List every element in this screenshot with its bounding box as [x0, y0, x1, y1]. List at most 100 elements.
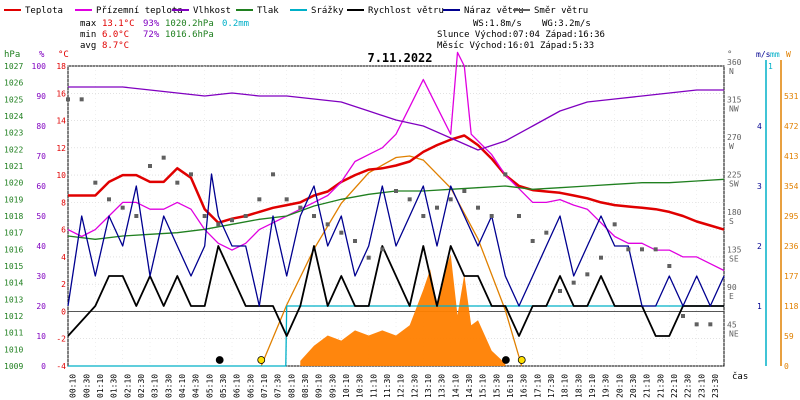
x-tick-label: 19:10: [588, 374, 597, 398]
x-tick-label: 06:10: [233, 374, 242, 398]
tick-ms: 4: [757, 122, 762, 131]
right-axes: ° m/s mm W360N315NW270W225SW180S135SE90E45N…: [727, 50, 799, 371]
chart-title: 7.11.2022: [367, 51, 432, 65]
tick-hpa: 1017: [4, 229, 23, 238]
tick-ms: 2: [757, 242, 762, 251]
wind-direction-point: [612, 222, 617, 227]
tick-pct: 50: [36, 212, 46, 221]
x-tick-label: 17:30: [547, 374, 556, 398]
x-tick-label: 22:10: [670, 374, 679, 398]
tick-hpa: 1026: [4, 79, 23, 88]
tick-hpa: 1013: [4, 295, 23, 304]
stats-min-label: min: [80, 30, 96, 40]
tick-wm2: 236: [784, 242, 799, 251]
wind-direction-point: [271, 172, 275, 177]
x-tick-label: 20:30: [629, 374, 638, 398]
sunrise-marker: [257, 356, 266, 364]
wind-direction-point: [558, 289, 562, 293]
tick-wm2: 59: [784, 332, 794, 341]
temperature-line: [68, 134, 725, 231]
tick-temp: 6: [61, 226, 66, 235]
legend-label: Teplota: [25, 6, 63, 16]
x-tick-label: 05:30: [219, 374, 228, 398]
tick-dir-label: W: [729, 142, 734, 151]
x-tick-label: 19:30: [602, 374, 611, 398]
legend-label: Vlhkost: [193, 6, 231, 16]
wind-direction-point: [120, 205, 125, 210]
tick-hpa: 1018: [4, 212, 23, 221]
x-tick-label: 04:30: [192, 374, 201, 398]
tick-wm2: 531: [784, 92, 799, 101]
tick-dir-label: E: [729, 292, 734, 301]
axis-unit-hpa: hPa: [4, 50, 20, 60]
legend-label: Náraz větru: [464, 6, 524, 16]
wind-direction-point: [544, 230, 549, 235]
x-tick-label: 02:30: [137, 374, 146, 398]
wind-direction-point: [202, 214, 207, 218]
wind-direction-point: [312, 214, 316, 218]
x-tick-label: 21:30: [656, 374, 665, 398]
info-moon: Měsíc Východ:16:01 Západ:5:33: [437, 41, 594, 51]
tick-dir-deg: 315: [727, 96, 742, 105]
tick-temp: 10: [56, 171, 66, 180]
x-tick-label: 08:10: [287, 374, 296, 398]
wind-direction-point: [585, 272, 590, 277]
x-tick-label: 15:30: [492, 374, 501, 398]
tick-wm2: 413: [784, 152, 799, 161]
x-tick-label: 06:30: [246, 374, 255, 398]
x-tick-label: 14:10: [451, 374, 460, 398]
tick-hpa: 1015: [4, 262, 23, 271]
x-tick-label: 01:10: [96, 374, 105, 398]
wind-direction-point: [298, 205, 303, 210]
tick-temp: 14: [56, 117, 66, 126]
tick-hpa: 1022: [4, 145, 23, 154]
tick-temp: 4: [61, 253, 66, 262]
tick-temp: 8: [61, 198, 66, 207]
wind-direction-point: [257, 197, 262, 202]
tick-dir-label: NW: [729, 105, 739, 114]
wind-direction-point: [66, 97, 70, 102]
x-tick-label: 10:30: [356, 374, 365, 398]
x-tick-label: 11:30: [383, 374, 392, 398]
wind-direction-point: [476, 205, 480, 210]
wind-direction-point: [681, 314, 685, 318]
x-tick-label: 10:10: [342, 374, 351, 398]
ground-temperature-line: [67, 51, 725, 272]
info-ws: WS:1.8m/s: [473, 19, 522, 29]
wind-direction-point: [366, 255, 371, 260]
tick-pct: 80: [36, 122, 46, 131]
x-tick-label: 22:30: [684, 374, 693, 398]
tick-dir-label: SE: [729, 255, 739, 264]
humidity-line: [68, 86, 724, 151]
tick-dir-deg: 225: [727, 171, 742, 180]
wind-direction-point: [407, 197, 412, 202]
wind-direction-point: [175, 180, 180, 185]
tick-temp: 2: [61, 280, 66, 289]
wind-direction-point: [530, 239, 535, 243]
wind-direction-point: [708, 322, 713, 327]
x-tick-label: 18:30: [574, 374, 583, 398]
x-tick-label: 20:10: [615, 374, 624, 398]
tick-ms: 1: [757, 302, 762, 311]
x-tick-label: 05:10: [205, 374, 214, 398]
x-tick-label: 03:30: [164, 374, 173, 398]
x-tick-label: 07:30: [274, 374, 283, 398]
stats-block: max 13.1°C 93% 1020.2hPa 0.2mm min 6.0°C…: [80, 19, 249, 51]
radiation-curve: [260, 155, 523, 367]
tick-pct: 60: [36, 182, 46, 191]
legend-label: Tlak: [257, 6, 279, 16]
stats-max-label: max: [80, 19, 97, 29]
x-tick-label: 16:10: [506, 374, 515, 398]
wind-direction-point: [380, 247, 385, 252]
info-block: WS:1.8m/s WG:3.2m/s Slunce Východ:07:04 …: [437, 19, 605, 51]
wind-direction-point: [243, 214, 248, 218]
left-axes: hPa% °C1027102610251024102310221021102010…: [4, 50, 69, 371]
x-tick-label: 23:30: [711, 374, 720, 398]
wind-direction-point: [394, 189, 398, 193]
x-tick-label: 03:10: [151, 374, 160, 398]
tick-hpa: 1020: [4, 179, 23, 188]
tick-temp: 18: [56, 62, 66, 71]
wind-direction-point: [421, 214, 426, 218]
tick-hpa: 1023: [4, 129, 23, 138]
wind-direction-point: [640, 247, 644, 252]
